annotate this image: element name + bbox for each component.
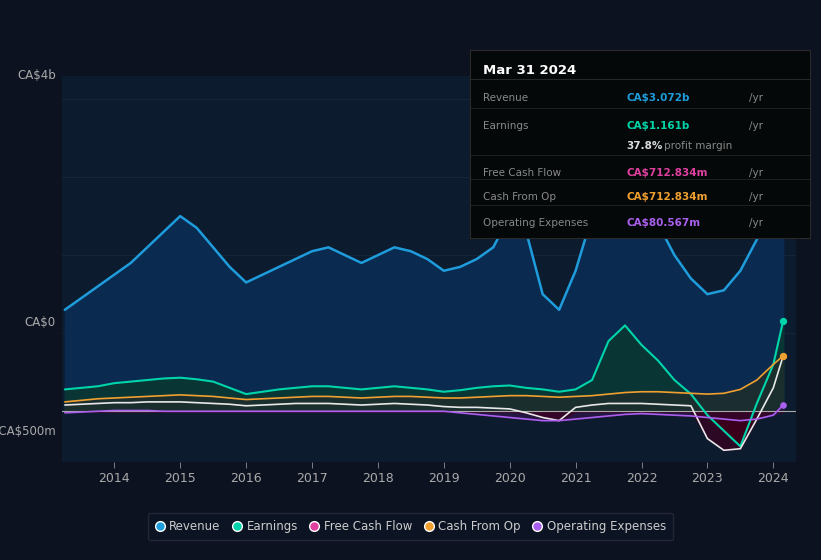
Text: 37.8%: 37.8% bbox=[626, 141, 663, 151]
Point bbox=[777, 351, 790, 360]
Text: CA$712.834m: CA$712.834m bbox=[626, 192, 708, 202]
Text: /yr: /yr bbox=[749, 167, 763, 178]
Text: CA$3.072b: CA$3.072b bbox=[626, 92, 690, 102]
Legend: Revenue, Earnings, Free Cash Flow, Cash From Op, Operating Expenses: Revenue, Earnings, Free Cash Flow, Cash … bbox=[148, 513, 673, 540]
Text: Cash From Op: Cash From Op bbox=[484, 192, 557, 202]
Text: CA$1.161b: CA$1.161b bbox=[626, 121, 690, 130]
Point bbox=[777, 351, 790, 360]
Text: Revenue: Revenue bbox=[484, 92, 529, 102]
Point bbox=[777, 167, 790, 176]
Text: Free Cash Flow: Free Cash Flow bbox=[484, 167, 562, 178]
Text: CA$0: CA$0 bbox=[25, 315, 56, 329]
Text: profit margin: profit margin bbox=[664, 141, 732, 151]
Text: /yr: /yr bbox=[749, 192, 763, 202]
Text: Mar 31 2024: Mar 31 2024 bbox=[484, 63, 576, 77]
Point bbox=[777, 400, 790, 409]
Text: CA$80.567m: CA$80.567m bbox=[626, 218, 700, 228]
Point bbox=[777, 316, 790, 325]
Text: /yr: /yr bbox=[749, 92, 763, 102]
Text: Earnings: Earnings bbox=[484, 121, 529, 130]
Text: Operating Expenses: Operating Expenses bbox=[484, 218, 589, 228]
Text: /yr: /yr bbox=[749, 121, 763, 130]
Text: /yr: /yr bbox=[749, 218, 763, 228]
Text: CA$4b: CA$4b bbox=[17, 69, 56, 82]
Text: -CA$500m: -CA$500m bbox=[0, 424, 56, 438]
Text: CA$712.834m: CA$712.834m bbox=[626, 167, 708, 178]
